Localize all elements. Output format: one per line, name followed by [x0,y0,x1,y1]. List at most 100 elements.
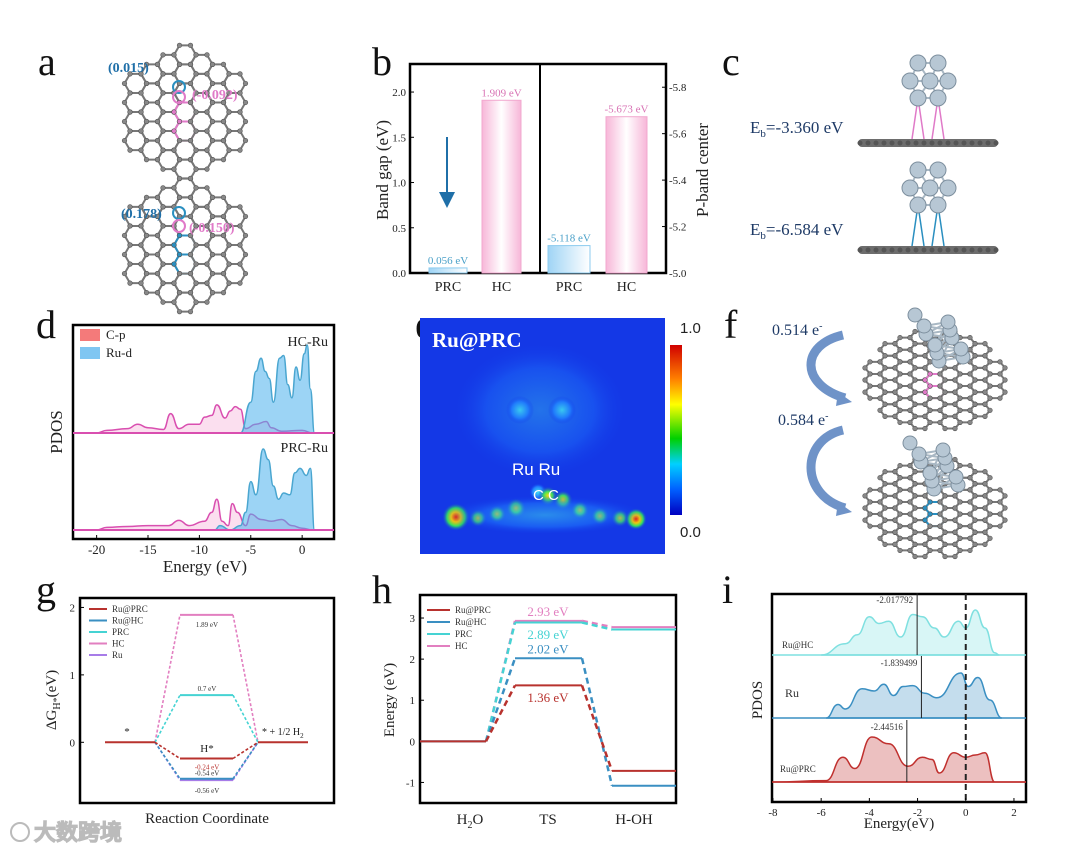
carbon-atom [209,270,216,277]
y-tick-label: 1 [70,670,76,682]
carbon-atom [882,389,888,395]
carbon-atom [892,493,898,499]
carbon-atom [987,499,993,505]
carbon-atom [226,147,232,153]
carbon-atom [226,90,232,96]
panel-label-b: b [372,39,392,84]
carbon-atom [193,71,199,77]
carbon-atom [982,505,988,511]
carbon-atom [982,469,988,475]
carbon-atom [187,137,194,144]
carbon-atom [913,140,919,146]
carbon-atom [867,371,873,377]
bar-value-label: 1.909 eV [481,87,521,99]
carbon-atom [942,401,948,407]
hc-lattice-structure [121,42,249,182]
y-tick-label: 2 [70,602,76,614]
carbon-atom [193,261,199,267]
carbon-atom [953,247,959,253]
carbon-atom [154,118,161,125]
carbon-atom [877,487,883,493]
carbon-atom [209,157,216,163]
y2-axis-label: P-band center [693,123,712,217]
carbon-atom [987,407,993,413]
carbon-ring [222,130,247,152]
carbon-atom [907,334,913,341]
carbon-atom [204,128,210,134]
carbon-atom [897,487,903,493]
carbon-atom [937,140,943,146]
series-label: Ru@PRC [780,764,816,774]
carbon-atom [204,166,210,172]
carbon-atom [982,529,988,535]
carbon-atom [927,523,933,529]
x-tick-label: -4 [865,807,875,819]
carbon-atom [187,213,194,220]
carbon-atom [143,157,150,163]
carbon-ring [983,360,1007,375]
legend-label: C-p [106,327,126,342]
carbon-atom [987,511,993,517]
carbon-atom [204,299,210,305]
carbon-atom [171,299,177,305]
bar [547,245,591,274]
carbon-atom [997,499,1003,505]
carbon-atom [882,469,888,475]
carbon-atom [892,505,898,511]
carbon-atom [945,247,951,253]
subscript: 2 [300,732,304,740]
carbon-atom [193,109,199,115]
carbon-atom [237,280,243,286]
carbon-atom [193,52,199,58]
carbon-atom [987,347,993,353]
carbon-atom [226,109,232,115]
carbon-atom [176,251,183,258]
ru-atom [922,465,938,481]
carbon-atom [987,475,993,481]
carbon-atom [985,247,991,253]
carbon-atom [204,90,210,96]
level-value-label: -0.56 eV [195,787,220,795]
carbon-atom [143,270,150,277]
carbon-atom [204,147,210,153]
carbon-atom [867,487,873,493]
ru-d-curve [239,344,316,434]
carbon-atom [187,309,194,315]
carbon-atom [154,213,161,220]
subscript: 2 [468,820,473,831]
carbon-atom [143,118,150,125]
carbon-atom [160,185,166,191]
ru-atom [929,161,947,179]
carbon-atom [193,242,199,248]
carbon-atom [877,407,883,413]
x-tick-label: -2 [913,807,922,819]
carbon-atom [892,341,898,347]
carbon-atom [982,481,988,487]
carbon-atom [952,401,958,407]
panel-label-g: g [36,567,56,612]
carbon-atom [160,52,166,58]
x-state-label: H2O [457,812,484,831]
density-band [440,495,650,535]
pdos-curve [825,672,1003,719]
charge-label: (0.178) [121,207,162,222]
carbon-atom [138,109,144,115]
carbon-atom [209,99,216,106]
carbon-atom [187,99,194,106]
x-tick-label: -10 [191,542,208,557]
barrier-label: 2.89 eV [527,627,569,642]
carbon-atom [927,371,933,377]
carbon-atom [921,247,927,253]
ru-atom [901,179,919,197]
x-tick-label: -8 [768,807,778,819]
carbon-atom [143,80,150,87]
carbon-atom [892,469,898,475]
carbon-atom [897,535,903,541]
carbon-atom [927,547,933,554]
carbon-atom [972,413,978,419]
carbon-atom [865,247,871,253]
carbon-ring [222,263,247,285]
ru-atom [940,314,956,330]
carbon-atom [982,389,988,395]
carbon-atom [892,401,898,407]
